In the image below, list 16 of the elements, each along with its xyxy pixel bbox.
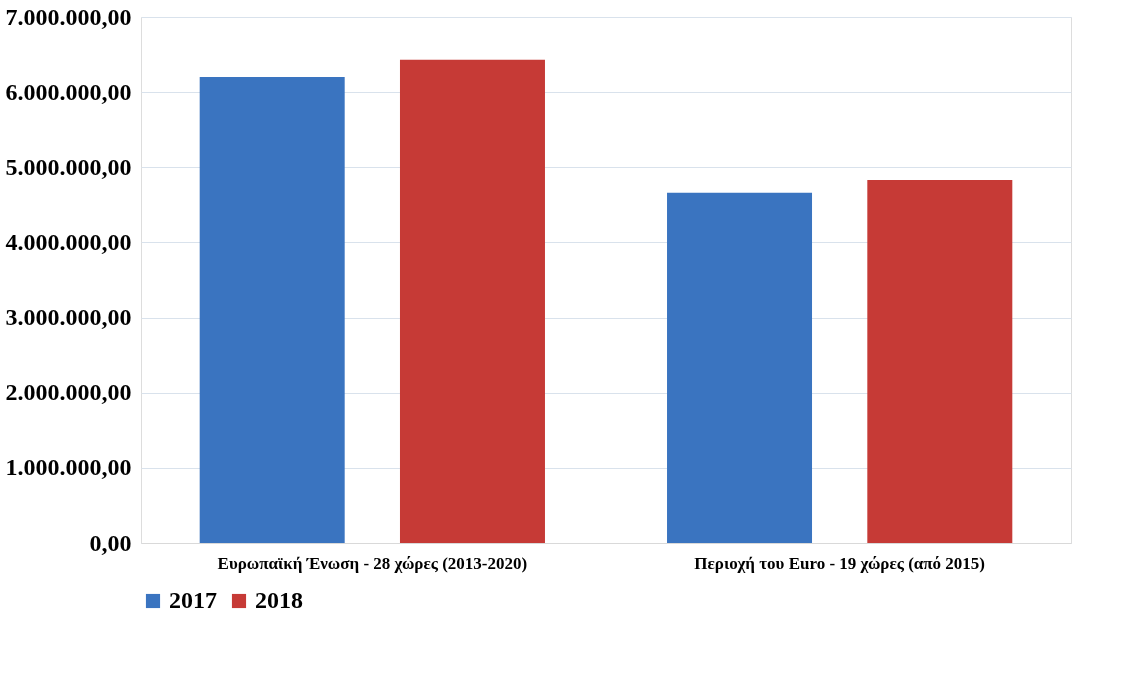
y-tick-label: 0,00 xyxy=(89,529,132,556)
x-tick-label: Περιοχή του Euro - 19 χώρες (από 2015) xyxy=(694,553,986,573)
y-tick-label: 7.000.000,00 xyxy=(5,3,132,30)
y-tick-label: 3.000.000,00 xyxy=(5,304,132,331)
bar xyxy=(667,192,813,543)
y-tick-label: 4.000.000,00 xyxy=(5,228,132,255)
y-tick-label: 2.000.000,00 xyxy=(5,379,132,406)
bar xyxy=(867,180,1013,543)
bar xyxy=(399,59,545,543)
x-tick-label: Ευρωπαϊκή Ένωση - 28 χώρες (2013-2020) xyxy=(217,553,528,573)
y-tick-label: 6.000.000,00 xyxy=(5,78,132,105)
bar xyxy=(199,77,345,543)
y-tick-label: 5.000.000,00 xyxy=(5,153,132,180)
legend-label: 2018 xyxy=(255,587,303,613)
y-tick-label: 1.000.000,00 xyxy=(5,454,132,481)
legend-label: 2017 xyxy=(169,587,217,613)
